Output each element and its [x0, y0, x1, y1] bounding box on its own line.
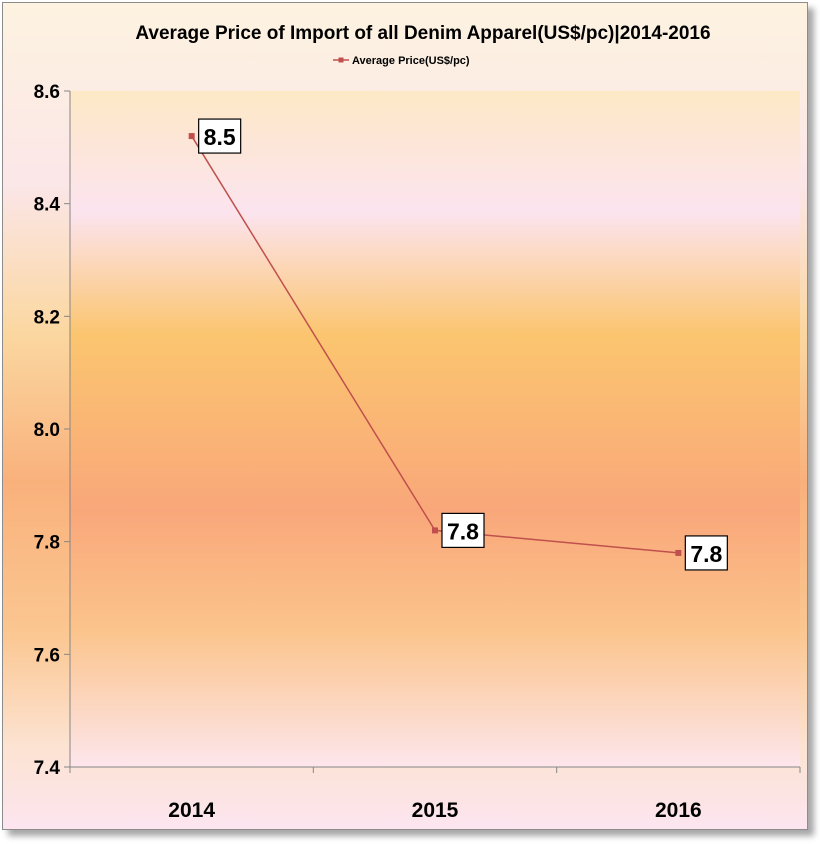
data-label-box	[684, 535, 728, 571]
data-point	[675, 549, 682, 556]
y-tick-label: 7.6	[34, 645, 60, 666]
data-label-box	[441, 512, 485, 548]
y-tick-label: 8.2	[34, 307, 60, 328]
legend: Average Price(US$/pc)	[333, 55, 470, 67]
x-tick-label: 2014	[168, 799, 215, 822]
line-chart: Average Price of Import of all Denim App…	[34, 23, 801, 822]
plot-area	[70, 91, 800, 767]
data-point	[432, 527, 438, 534]
chart-title: Average Price of Import of all Denim App…	[135, 23, 710, 44]
data-point	[188, 133, 195, 140]
chart-frame: Average Price of Import of all Denim App…	[2, 2, 808, 830]
legend-marker-swatch	[338, 57, 344, 63]
data-label: 7.8	[447, 518, 479, 544]
y-ticks: 7.4 7.6 7.8 8.0 8.2 8.4 8.6	[34, 82, 70, 779]
data-label-box	[198, 118, 242, 154]
x-tick-label: 2015	[412, 799, 459, 822]
data-labels: 8.5 7.8 7.8	[198, 118, 728, 571]
legend-label: Average Price(US$/pc)	[352, 55, 470, 67]
y-tick-label: 7.4	[34, 758, 61, 779]
data-label: 7.8	[690, 541, 722, 567]
y-tick-label: 8.4	[34, 195, 61, 216]
y-tick-label: 8.0	[34, 420, 60, 441]
y-tick-label: 7.8	[34, 533, 60, 554]
data-label: 8.5	[204, 124, 236, 150]
x-tick-label: 2016	[655, 799, 702, 822]
series-average-price	[188, 133, 682, 556]
x-ticks: 2014 2015 2016	[69, 767, 801, 822]
y-tick-label: 8.6	[34, 82, 60, 103]
